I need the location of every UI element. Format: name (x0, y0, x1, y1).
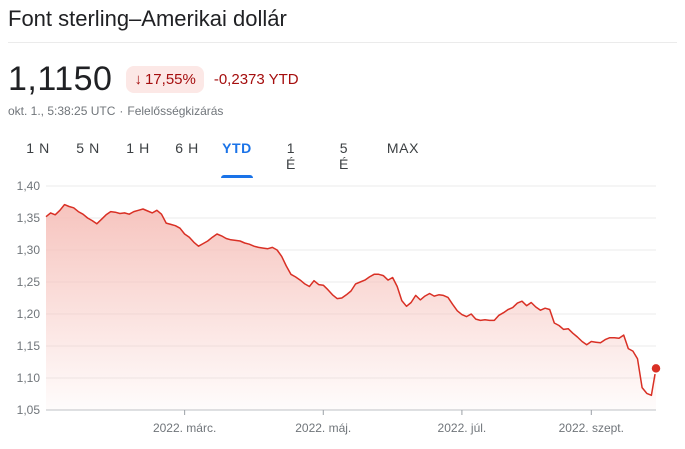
x-tick-label: 2022. júl. (438, 421, 487, 435)
price-value: 1,1150 (8, 60, 113, 98)
y-tick-label: 1,15 (17, 339, 41, 353)
change-percent-value: 17,55% (144, 71, 196, 88)
y-tick-label: 1,10 (17, 371, 41, 385)
quote-row: 1,1150 ↓ 17,55% -0,2373 YTD (8, 60, 299, 99)
price-area (46, 204, 656, 410)
y-tick-label: 1,40 (17, 179, 41, 193)
change-ytd-value: -0,2373 YTD (213, 71, 299, 88)
page-title: Font sterling–Amerikai dollár (8, 6, 287, 31)
x-tick-label: 2022. márc. (153, 421, 216, 435)
price-line (45, 203, 657, 397)
y-tick-label: 1,20 (17, 307, 41, 321)
tab-5n[interactable]: 5 N (76, 140, 100, 156)
timestamp: okt. 1., 5:38:25 UTC (8, 104, 116, 118)
range-tabs: 1 N 5 N 1 H 6 H YTD 1 É 5 É MAX (8, 138, 420, 178)
quote-meta: okt. 1., 5:38:25 UTC · Felelősségkizárás (8, 104, 223, 118)
y-tick-label: 1,30 (17, 243, 41, 257)
header-divider (8, 42, 677, 43)
arrow-down-icon: ↓ (134, 71, 142, 88)
price-chart[interactable]: 1,40 1,35 1,30 1,25 1,20 1,15 1,10 1,05 2022. má… (0, 170, 685, 449)
y-tick-label: 1,35 (17, 211, 41, 225)
tab-max[interactable]: MAX (386, 140, 420, 156)
tab-ytd[interactable]: YTD (221, 138, 253, 178)
tab-1n[interactable]: 1 N (26, 140, 50, 156)
y-tick-label: 1,05 (17, 403, 41, 417)
tab-5e[interactable]: 5 É (339, 140, 349, 172)
tab-1h[interactable]: 1 H (126, 140, 150, 156)
disclaimer-link[interactable]: Felelősségkizárás (127, 104, 224, 118)
last-price-dot (650, 362, 662, 375)
meta-separator: · (119, 104, 124, 118)
tab-6h[interactable]: 6 H (175, 140, 199, 156)
x-tick-label: 2022. szept. (559, 421, 624, 435)
y-tick-label: 1,25 (17, 275, 41, 289)
tab-1e[interactable]: 1 É (286, 140, 296, 172)
x-tick-label: 2022. máj. (295, 421, 351, 435)
change-percent-badge: ↓ 17,55% (126, 66, 204, 93)
